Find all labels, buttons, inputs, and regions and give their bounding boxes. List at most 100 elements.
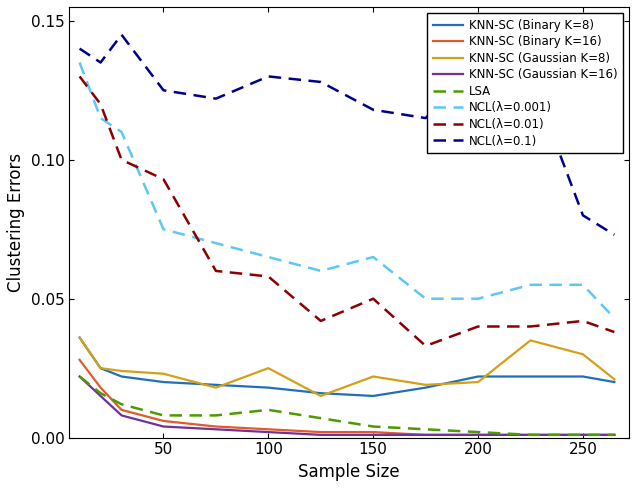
KNN-SC (Binary K=8) — [317, 390, 324, 396]
LSA — [527, 432, 534, 438]
NCL(λ=0.001) — [160, 226, 167, 232]
KNN-SC (Gaussian K=8) — [474, 379, 482, 385]
NCL(λ=0.001) — [97, 115, 104, 121]
NCL(λ=0.1) — [160, 87, 167, 93]
KNN-SC (Binary K=16) — [76, 357, 83, 363]
KNN-SC (Binary K=16) — [527, 432, 534, 438]
KNN-SC (Binary K=8) — [370, 393, 377, 399]
NCL(λ=0.1) — [118, 32, 125, 38]
KNN-SC (Gaussian K=16) — [160, 424, 167, 429]
NCL(λ=0.01) — [527, 324, 534, 329]
KNN-SC (Binary K=16) — [317, 429, 324, 435]
NCL(λ=0.01) — [474, 324, 482, 329]
Line: NCL(λ=0.01): NCL(λ=0.01) — [80, 77, 614, 346]
KNN-SC (Binary K=8) — [265, 385, 272, 390]
NCL(λ=0.1) — [97, 60, 104, 65]
KNN-SC (Gaussian K=16) — [370, 432, 377, 438]
Line: NCL(λ=0.001): NCL(λ=0.001) — [80, 62, 614, 318]
KNN-SC (Gaussian K=8) — [265, 365, 272, 371]
LSA — [160, 412, 167, 418]
KNN-SC (Binary K=16) — [118, 407, 125, 413]
KNN-SC (Gaussian K=16) — [474, 432, 482, 438]
NCL(λ=0.001) — [76, 60, 83, 65]
KNN-SC (Binary K=8) — [422, 385, 429, 390]
KNN-SC (Gaussian K=16) — [118, 412, 125, 418]
LSA — [474, 429, 482, 435]
Line: KNN-SC (Binary K=16): KNN-SC (Binary K=16) — [80, 360, 614, 435]
KNN-SC (Binary K=16) — [265, 427, 272, 432]
NCL(λ=0.001) — [212, 240, 219, 246]
KNN-SC (Gaussian K=8) — [118, 368, 125, 374]
LSA — [422, 427, 429, 432]
KNN-SC (Gaussian K=8) — [370, 374, 377, 380]
NCL(λ=0.1) — [265, 74, 272, 80]
NCL(λ=0.001) — [370, 254, 377, 260]
NCL(λ=0.01) — [370, 296, 377, 302]
KNN-SC (Binary K=8) — [97, 365, 104, 371]
LSA — [370, 424, 377, 429]
LSA — [118, 401, 125, 407]
KNN-SC (Gaussian K=8) — [97, 365, 104, 371]
X-axis label: Sample Size: Sample Size — [298, 463, 400, 481]
KNN-SC (Binary K=8) — [579, 374, 587, 380]
NCL(λ=0.01) — [118, 157, 125, 163]
KNN-SC (Gaussian K=8) — [422, 382, 429, 388]
KNN-SC (Binary K=16) — [212, 424, 219, 429]
LSA — [265, 407, 272, 413]
NCL(λ=0.001) — [611, 315, 618, 321]
NCL(λ=0.01) — [97, 102, 104, 107]
KNN-SC (Gaussian K=16) — [76, 374, 83, 380]
KNN-SC (Gaussian K=16) — [97, 393, 104, 399]
KNN-SC (Binary K=16) — [370, 429, 377, 435]
Line: LSA: LSA — [80, 377, 614, 435]
NCL(λ=0.1) — [611, 232, 618, 238]
KNN-SC (Gaussian K=8) — [579, 351, 587, 357]
NCL(λ=0.1) — [474, 60, 482, 65]
KNN-SC (Binary K=16) — [611, 432, 618, 438]
Line: KNN-SC (Binary K=8): KNN-SC (Binary K=8) — [80, 338, 614, 396]
NCL(λ=0.1) — [422, 115, 429, 121]
KNN-SC (Gaussian K=16) — [317, 432, 324, 438]
NCL(λ=0.01) — [212, 268, 219, 274]
NCL(λ=0.01) — [76, 74, 83, 80]
KNN-SC (Binary K=8) — [76, 335, 83, 341]
LSA — [212, 412, 219, 418]
KNN-SC (Gaussian K=16) — [579, 432, 587, 438]
KNN-SC (Gaussian K=8) — [611, 376, 618, 382]
KNN-SC (Binary K=8) — [212, 382, 219, 388]
Y-axis label: Clustering Errors: Clustering Errors — [7, 153, 25, 292]
KNN-SC (Binary K=16) — [160, 418, 167, 424]
KNN-SC (Gaussian K=16) — [265, 429, 272, 435]
LSA — [76, 374, 83, 380]
KNN-SC (Gaussian K=16) — [527, 432, 534, 438]
KNN-SC (Gaussian K=8) — [527, 338, 534, 344]
KNN-SC (Binary K=16) — [474, 432, 482, 438]
KNN-SC (Binary K=8) — [474, 374, 482, 380]
KNN-SC (Binary K=8) — [160, 379, 167, 385]
KNN-SC (Binary K=8) — [118, 374, 125, 380]
LSA — [579, 432, 587, 438]
Line: NCL(λ=0.1): NCL(λ=0.1) — [80, 35, 614, 235]
NCL(λ=0.1) — [317, 79, 324, 85]
NCL(λ=0.001) — [118, 129, 125, 135]
NCL(λ=0.01) — [265, 274, 272, 280]
NCL(λ=0.001) — [474, 296, 482, 302]
NCL(λ=0.1) — [76, 46, 83, 52]
NCL(λ=0.001) — [422, 296, 429, 302]
KNN-SC (Gaussian K=8) — [160, 371, 167, 377]
NCL(λ=0.001) — [579, 282, 587, 288]
KNN-SC (Gaussian K=8) — [76, 335, 83, 341]
LSA — [317, 415, 324, 421]
NCL(λ=0.001) — [527, 282, 534, 288]
LSA — [97, 390, 104, 396]
KNN-SC (Gaussian K=16) — [212, 427, 219, 432]
Line: KNN-SC (Gaussian K=16): KNN-SC (Gaussian K=16) — [80, 377, 614, 435]
NCL(λ=0.1) — [527, 74, 534, 80]
NCL(λ=0.01) — [579, 318, 587, 324]
NCL(λ=0.1) — [370, 107, 377, 113]
KNN-SC (Gaussian K=16) — [422, 432, 429, 438]
NCL(λ=0.001) — [317, 268, 324, 274]
KNN-SC (Gaussian K=8) — [212, 385, 219, 390]
NCL(λ=0.01) — [317, 318, 324, 324]
KNN-SC (Binary K=16) — [579, 432, 587, 438]
